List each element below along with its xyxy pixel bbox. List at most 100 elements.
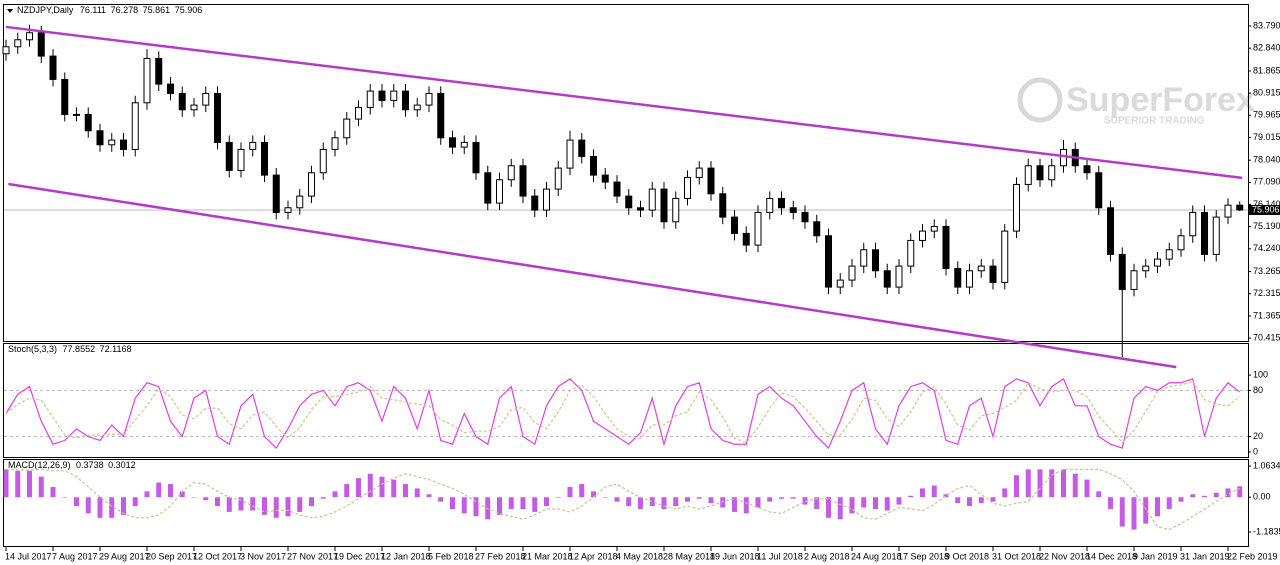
macd-bar (1072, 473, 1078, 498)
macd-bar (438, 497, 444, 502)
macd-bar (414, 488, 420, 498)
candle-body (331, 137, 339, 150)
candle-body (237, 148, 245, 171)
macd-bar (344, 484, 350, 498)
macd-bar (673, 497, 679, 507)
macd-bar (461, 497, 467, 514)
candle-body (120, 139, 127, 150)
candle-body (355, 106, 362, 120)
candle-body (825, 235, 832, 288)
macd-bar (967, 497, 972, 507)
x-tick-label: 21 Mar 2018 (522, 551, 573, 561)
candle-body (625, 195, 633, 209)
macd-bar (203, 497, 209, 501)
candle-body (519, 165, 527, 197)
macd-bar (1166, 497, 1172, 509)
candle-body (836, 279, 844, 288)
collapse-icon[interactable] (7, 9, 13, 13)
macd-bar (1037, 469, 1043, 498)
macd-bar (121, 497, 126, 515)
candle-body (308, 172, 315, 197)
candle-body (1224, 204, 1232, 218)
x-tick-label: 29 Aug 2017 (99, 551, 150, 561)
candle-body (437, 92, 445, 139)
macd-bar (802, 497, 808, 505)
candle-body (1154, 258, 1161, 267)
x-tick-label: 17 Sep 2018 (898, 551, 949, 561)
x-tick-label: 2 Aug 2018 (804, 551, 850, 561)
macd-main-value: 0.3738 (76, 460, 104, 470)
candle-body (26, 32, 33, 41)
candle-body (507, 165, 515, 181)
macd-bar (403, 484, 408, 498)
candle-body (284, 207, 292, 213)
macd-bar (226, 497, 232, 512)
price-header: NZDJPY,Daily 76.111 76.278 75.861 75.906 (17, 5, 202, 15)
y-tick-label: 0.00 (1253, 492, 1271, 502)
indicator-line (5, 380, 1241, 444)
candle-body (214, 92, 221, 143)
stoch-header: Stoch(5,3,3) 77.8552 72.1168 (8, 344, 131, 354)
trendline (5, 25, 1243, 180)
macd-bar (978, 497, 984, 504)
y-tick-label: 76.140 (1253, 199, 1280, 209)
x-tick-label: 11 Jul 2018 (757, 551, 803, 561)
candle-body (742, 232, 750, 246)
y-tick-label: 80.915 (1253, 87, 1280, 97)
candle-body (413, 104, 421, 111)
macd-bar (1155, 497, 1160, 517)
candle-body (390, 90, 398, 101)
candle-body (49, 55, 57, 80)
symbol-title: NZDJPY,Daily (17, 5, 74, 15)
macd-bar (109, 497, 115, 518)
macd-bar (1225, 488, 1231, 498)
candle-body (778, 197, 785, 209)
macd-bar (814, 497, 820, 509)
macd-bar (497, 497, 502, 515)
macd-bar (696, 497, 702, 499)
y-tick-label: 71.365 (1253, 310, 1280, 320)
macd-bar (931, 485, 937, 498)
macd-bar (379, 476, 385, 498)
x-tick-label: 9 Jan 2019 (1133, 551, 1178, 561)
macd-bar (908, 495, 914, 498)
macd-bar (638, 497, 643, 509)
candle-body (1095, 172, 1103, 209)
candle-body (766, 197, 774, 213)
macd-bar (168, 484, 173, 498)
candle-body (131, 102, 139, 150)
candle-body (590, 155, 597, 176)
candle-body (167, 83, 174, 94)
macd-bar (955, 497, 961, 504)
x-tick-label: 27 Feb 2018 (475, 551, 526, 561)
macd-bar (426, 494, 432, 498)
stoch-panel (3, 343, 1249, 458)
y-tick-label: 75.190 (1253, 221, 1280, 231)
watermark-text: SuperForex (1066, 81, 1255, 119)
y-tick-label: 72.315 (1253, 288, 1280, 298)
candle-body (637, 207, 644, 211)
macd-bar (1025, 469, 1031, 498)
macd-bar (238, 497, 244, 511)
candle-body (813, 221, 821, 237)
candle-body (296, 195, 304, 209)
macd-bar (156, 482, 162, 498)
macd-bar (356, 478, 361, 498)
macd-bar (191, 497, 197, 498)
y-tick-label: 100 (1253, 369, 1268, 379)
last-close: 75.906 (175, 5, 203, 15)
macd-bar (132, 497, 138, 507)
x-tick-label: 14 Jul 2017 (5, 551, 52, 561)
y-tick-label: 73.265 (1253, 266, 1280, 276)
x-tick-label: 14 Dec 2018 (1086, 551, 1137, 561)
candle-body (531, 195, 539, 211)
x-tick-label: 24 Aug 2018 (851, 551, 902, 561)
x-tick-label: 5 Feb 2018 (428, 551, 474, 561)
macd-header: MACD(12,26,9) 0.3738 0.3012 (8, 460, 136, 470)
candle-body (108, 139, 116, 146)
macd-bar (849, 497, 855, 514)
x-tick-label: 9 Oct 2018 (945, 551, 989, 561)
price-panel (3, 4, 1249, 342)
candle-body (719, 193, 727, 218)
macd-bar (309, 497, 314, 507)
